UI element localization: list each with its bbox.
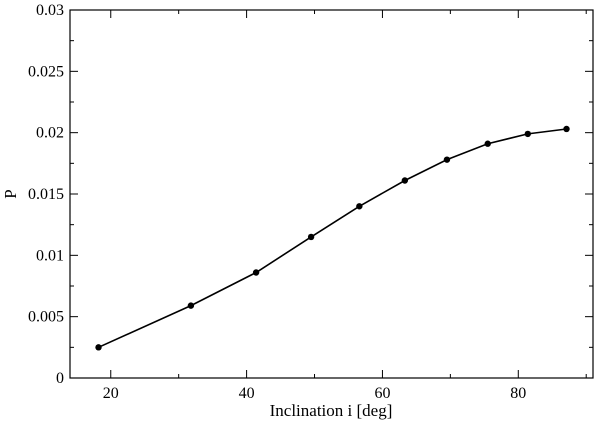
y-tick-label: 0.015: [28, 186, 64, 203]
x-tick-label: 20: [103, 385, 119, 402]
y-tick-label: 0.025: [28, 63, 64, 80]
data-point: [95, 344, 102, 351]
data-point: [484, 140, 491, 147]
plot-frame: [69, 9, 594, 379]
y-tick-label: 0.02: [36, 125, 64, 142]
data-point: [401, 177, 409, 184]
y-tick-label: 0.005: [28, 309, 64, 326]
data-point: [524, 130, 531, 138]
data-point: [187, 302, 195, 309]
x-tick-label: 40: [239, 385, 255, 402]
data-point: [356, 203, 363, 210]
y-axis-label: P: [1, 189, 20, 198]
y-tick-label: 0.01: [36, 247, 64, 264]
y-tick-label: 0.03: [36, 2, 64, 19]
x-axis-label: Inclination i [deg]: [270, 401, 393, 420]
y-tick-label: 0: [56, 370, 64, 387]
data-point: [443, 156, 451, 163]
data-point: [563, 125, 570, 133]
x-tick-label: 60: [374, 385, 390, 402]
ticks: 20 40 60 80 0 0.005 0.01 0.015 0.02 0.025 0.03: [28, 2, 593, 402]
data-point: [252, 269, 260, 276]
x-tick-label: 80: [510, 385, 526, 402]
data-point: [307, 233, 315, 241]
series: [95, 125, 570, 351]
series-line: [98, 128, 567, 349]
